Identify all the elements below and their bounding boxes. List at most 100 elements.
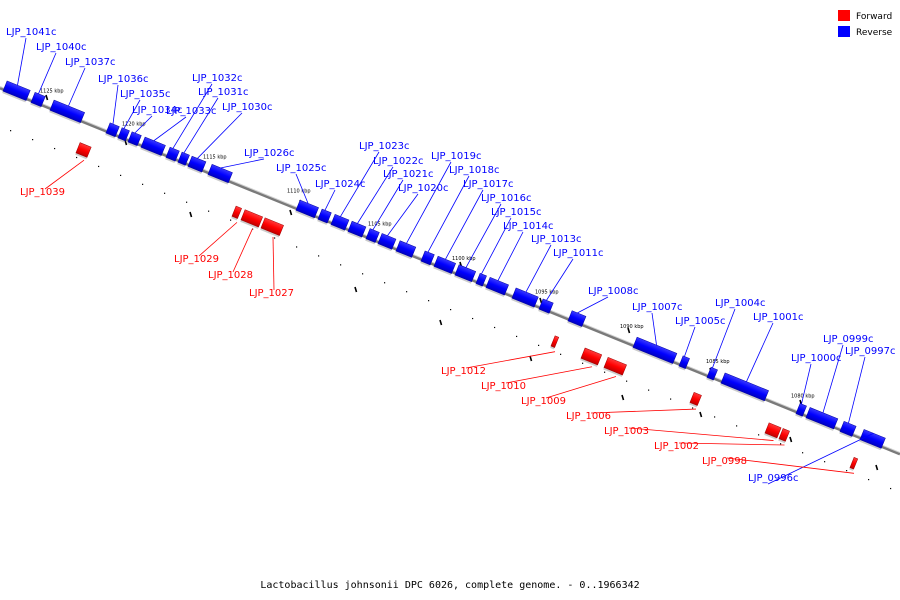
forward-gene-label: LJP_1006	[566, 411, 611, 422]
leader-line	[134, 115, 153, 134]
reverse-gene-label: LJP_1040c	[36, 42, 87, 53]
gene-LJP_1000c	[795, 403, 807, 419]
gene-LJP_1034c	[127, 131, 142, 148]
reverse-gene-label: LJP_1018c	[449, 165, 500, 176]
gene-LJP_1024c	[317, 208, 332, 225]
scale-mark	[189, 211, 193, 218]
reverse-gene-label: LJP_1015c	[491, 207, 542, 218]
leader-line	[577, 296, 609, 314]
leader-line	[445, 189, 484, 260]
scale-mark	[875, 464, 879, 471]
reverse-gene-label: LJP_1024c	[315, 179, 366, 190]
legend-forward-swatch	[838, 10, 850, 21]
gene-LJP_1006	[689, 391, 702, 408]
gene-LJP_1027	[260, 217, 284, 238]
scale-dot	[340, 264, 342, 266]
leader-line	[427, 175, 470, 253]
gene-LJP_1040c	[30, 91, 46, 109]
forward-gene-label: LJP_1027	[249, 288, 294, 299]
leader-line	[68, 67, 86, 107]
leader-line	[272, 237, 275, 291]
gene-LJP_1018c	[420, 250, 435, 267]
scale-mark	[699, 411, 703, 418]
scale-dot	[582, 362, 584, 364]
reverse-gene-label: LJP_1011c	[553, 248, 604, 259]
scale-dot	[76, 156, 78, 159]
leader-line	[357, 166, 394, 224]
scale-dot	[868, 478, 870, 481]
gene-LJP_1035c	[117, 127, 130, 143]
gene-LJP_1039	[75, 142, 92, 160]
scale-dot	[450, 309, 452, 311]
scale-mark	[439, 319, 443, 326]
scale-dot	[318, 255, 320, 257]
tick-label: 1100 kbp	[452, 256, 476, 262]
scale-dot	[296, 246, 298, 248]
tick-label: 1120 kbp	[122, 122, 146, 128]
leader-line	[497, 231, 524, 281]
scale-dot	[494, 326, 496, 329]
scale-dots	[10, 94, 892, 490]
reverse-gene-label: LJP_1033c	[166, 106, 217, 117]
scale-dot	[780, 443, 782, 445]
gene-LJP_1030c	[187, 155, 207, 174]
scale-dot	[692, 407, 694, 409]
forward-gene-label: LJP_1039	[20, 187, 65, 198]
scale-mark	[45, 94, 49, 101]
leader-line	[546, 258, 574, 301]
leader-line	[590, 408, 697, 414]
leader-line	[628, 427, 774, 441]
leader-line	[678, 442, 785, 446]
leader-line	[848, 356, 866, 424]
tick-label: 1085 kbp	[706, 359, 730, 365]
gene-features	[2, 80, 886, 471]
scale-dot	[186, 201, 188, 203]
tick-label: 1090 kbp	[620, 324, 644, 330]
reverse-gene-label: LJP_1037c	[65, 57, 116, 68]
scale-dot	[384, 282, 386, 284]
scale-dot	[890, 487, 892, 490]
reverse-gene-label: LJP_1007c	[632, 302, 683, 313]
scale-dot	[472, 317, 474, 320]
gene-LJP_1005c	[678, 355, 690, 371]
gene-LJP_1025c	[295, 199, 319, 220]
scale-dot	[758, 434, 760, 436]
reverse-gene-label: LJP_1026c	[244, 148, 295, 159]
leader-line	[372, 179, 404, 230]
reverse-gene-label: LJP_1036c	[98, 74, 149, 85]
forward-gene-label: LJP_1028	[208, 270, 253, 281]
tick-label: 1080 kbp	[791, 394, 815, 400]
leader-line	[197, 112, 243, 159]
gene-LJP_1022c	[347, 220, 367, 239]
reverse-gene-label: LJP_1041c	[6, 27, 57, 38]
gene-LJP_1010	[580, 347, 603, 367]
scale-dot	[604, 371, 606, 373]
scale-dot	[54, 147, 56, 150]
reverse-gene-label: LJP_1022c	[373, 156, 424, 167]
leader-line	[684, 326, 696, 357]
gene-LJP_1002	[778, 428, 790, 444]
scale-dot	[714, 416, 716, 418]
leader-line	[324, 189, 336, 211]
reverse-gene-label: LJP_1034c	[132, 105, 183, 116]
reverse-gene-label: LJP_1014c	[503, 221, 554, 232]
scale-mark	[627, 327, 631, 334]
legend-reverse-swatch	[838, 26, 850, 37]
reverse-gene-label: LJP_1019c	[431, 151, 482, 162]
tick-label: 1115 kbp	[203, 155, 227, 161]
gene-LJP_1011c	[538, 298, 554, 316]
leader-line	[406, 161, 452, 244]
gene-LJP_1021c	[365, 228, 380, 245]
reverse-gene-label: LJP_1030c	[222, 102, 273, 113]
gene-LJP_1001c	[720, 372, 769, 403]
leader-line	[505, 366, 593, 384]
gene-LJP_1033c	[140, 136, 166, 158]
gene-LJP_0996c	[859, 429, 886, 451]
leader-line	[465, 203, 502, 268]
scale-dot	[230, 219, 232, 221]
forward-gene-label: LJP_0998	[702, 456, 747, 467]
forward-gene-label: LJP_1009	[521, 396, 566, 407]
gene-LJP_1017c	[433, 255, 456, 276]
scale-dot	[516, 335, 518, 338]
